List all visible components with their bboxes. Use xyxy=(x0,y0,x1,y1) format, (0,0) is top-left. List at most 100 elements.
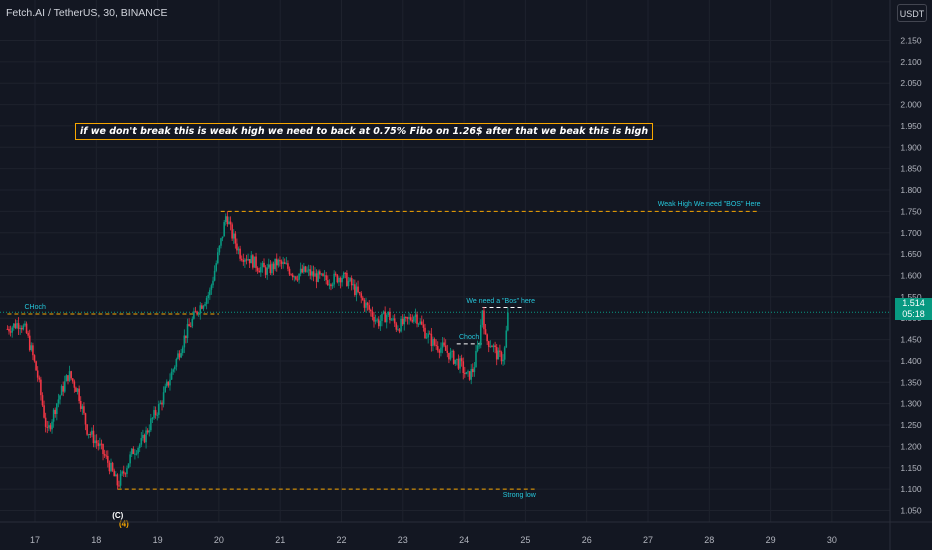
candle-body xyxy=(49,425,52,430)
candle-body xyxy=(467,371,469,373)
price-axis[interactable]: 2.150 2.100 2.050 2.000 1.950 1.900 1.850 1.800… xyxy=(889,0,922,550)
candle-body xyxy=(202,305,205,309)
candle-body xyxy=(14,323,17,329)
candle-body xyxy=(205,297,208,305)
candle-body xyxy=(167,381,170,386)
candle-body xyxy=(339,277,342,283)
candle-body xyxy=(252,255,254,268)
candle-body xyxy=(459,358,461,369)
candle-body xyxy=(27,332,29,336)
candle-body xyxy=(153,410,155,418)
candle-body xyxy=(397,329,399,331)
candle-body xyxy=(373,316,375,322)
candle-body xyxy=(204,304,206,306)
candle-body xyxy=(186,324,189,339)
candle-body xyxy=(197,313,200,315)
candle-body xyxy=(460,358,463,362)
candle-body xyxy=(430,333,433,347)
candle-body xyxy=(111,462,114,471)
candle-body xyxy=(269,264,272,274)
candle-body xyxy=(275,258,278,266)
currency-button[interactable]: USDT xyxy=(897,4,927,22)
x-tick-label: 20 xyxy=(214,535,224,545)
candle-body xyxy=(363,300,366,308)
candle-body xyxy=(48,425,50,428)
y-tick-label: 1.400 xyxy=(900,356,922,366)
candle-body xyxy=(454,359,457,364)
candle-body xyxy=(218,245,221,253)
y-tick-label: 1.700 xyxy=(900,228,922,238)
candle-body xyxy=(358,292,361,294)
x-tick-label: 24 xyxy=(459,535,469,545)
candle-body xyxy=(499,350,501,353)
candle-body xyxy=(452,350,455,364)
level-label: Choch xyxy=(459,333,480,341)
candle-body xyxy=(94,440,96,444)
candle-body xyxy=(114,474,117,477)
candle-body xyxy=(497,350,500,360)
candle-body xyxy=(169,379,171,386)
candle-body xyxy=(357,286,359,293)
candle-body xyxy=(231,224,233,239)
y-tick-label: 1.650 xyxy=(900,249,922,259)
candle-body xyxy=(414,314,417,318)
candle-body xyxy=(97,443,100,446)
candle-body xyxy=(86,424,88,435)
candle-body xyxy=(232,233,235,239)
candle-body xyxy=(312,271,315,277)
level-label: Weak High We need "BOS" Here xyxy=(657,201,761,209)
candle-body xyxy=(317,271,320,282)
candle-body xyxy=(491,346,493,348)
candle-body xyxy=(67,375,69,381)
candle-body xyxy=(255,256,257,268)
candle-body xyxy=(427,333,429,338)
candle-body xyxy=(224,216,227,223)
candle-body xyxy=(325,275,327,281)
candle-body xyxy=(138,444,141,448)
candle-body xyxy=(247,259,249,261)
candle-body xyxy=(377,319,380,327)
candle-body xyxy=(145,430,147,443)
candle-body xyxy=(342,272,345,278)
y-tick-label: 1.750 xyxy=(900,206,922,216)
candle-body xyxy=(143,434,146,443)
candle-body xyxy=(311,271,313,276)
candle-body xyxy=(129,454,131,464)
x-tick-label: 27 xyxy=(643,535,653,545)
x-tick-label: 21 xyxy=(275,535,285,545)
candle-body xyxy=(484,329,487,335)
candle-body xyxy=(503,347,506,360)
candle-body xyxy=(505,330,508,348)
candle-body xyxy=(244,259,246,262)
candle-body xyxy=(146,430,149,433)
candle-body xyxy=(36,370,39,378)
candle-body xyxy=(189,326,192,328)
candle-body xyxy=(103,454,106,456)
candle-body xyxy=(443,342,445,346)
candle-body xyxy=(28,335,31,351)
candle-body xyxy=(315,273,318,282)
candle-body xyxy=(365,302,367,308)
annotation-text[interactable]: if we don't break this is weak high we n… xyxy=(75,123,654,140)
candle-body xyxy=(158,403,160,415)
candle-body xyxy=(132,448,135,454)
candle-body xyxy=(309,269,312,276)
candle-body xyxy=(162,392,165,405)
candle-body xyxy=(263,262,265,268)
candle-body xyxy=(495,347,498,360)
candle-body xyxy=(395,323,398,330)
candle-body xyxy=(260,267,262,273)
candle-body xyxy=(303,266,305,273)
candle-body xyxy=(76,388,79,392)
time-axis[interactable]: 17 18 19 20 21 22 23 24 25 26 27 28 29 30 xyxy=(0,521,932,545)
candle-body xyxy=(81,406,84,409)
candle-body xyxy=(35,361,37,371)
candle-body xyxy=(492,345,495,347)
candle-body xyxy=(54,409,57,414)
candle-body xyxy=(32,345,34,356)
candle-body xyxy=(228,221,230,225)
candle-body xyxy=(352,284,355,286)
candle-body xyxy=(240,258,243,260)
y-tick-label: 1.800 xyxy=(900,185,922,195)
